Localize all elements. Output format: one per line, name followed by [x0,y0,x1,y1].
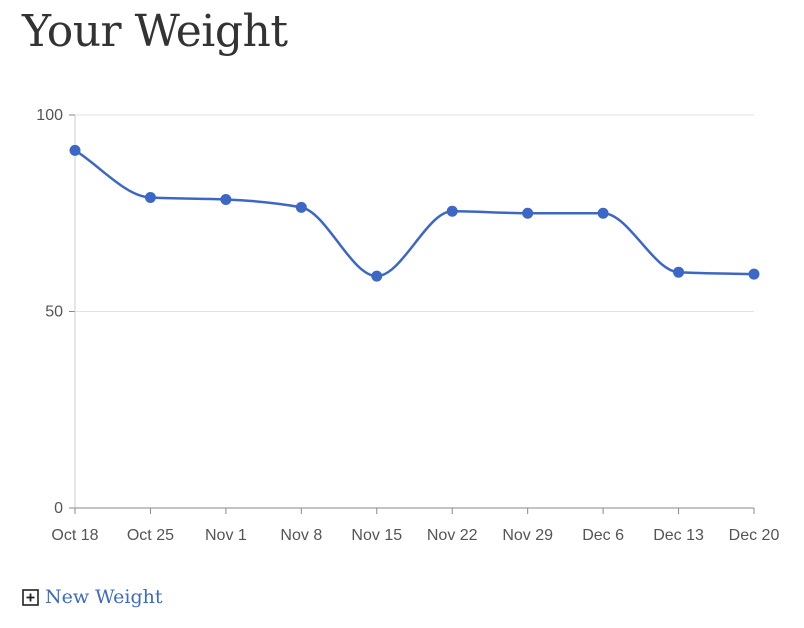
x-tick-label: Nov 15 [351,527,402,544]
data-point[interactable] [295,201,307,213]
data-point[interactable] [371,270,383,282]
x-tick-label: Nov 29 [502,527,553,544]
x-tick-label: Oct 18 [51,527,98,544]
page-title: Your Weight [22,6,288,57]
plus-square-icon [22,588,39,606]
weight-series [74,149,755,278]
axes [69,114,755,514]
x-tick-label: Oct 25 [127,527,174,544]
x-tick-label: Dec 6 [582,527,624,544]
x-tick-label: Dec 20 [729,527,780,544]
x-tick-labels: Oct 18 Oct 25 Nov 1 Nov 8 Nov 15 Nov 22 Nov 29… [51,527,779,544]
data-point[interactable] [597,207,609,219]
data-point[interactable] [446,205,458,217]
data-point[interactable] [673,266,685,278]
data-point[interactable] [220,193,232,205]
x-tick-label: Nov 8 [280,527,322,544]
weight-chart: 0 50 100 Oct 18 Oct 25 Nov 1 Nov 8 Nov 15 Nov 2… [36,107,779,544]
data-point[interactable] [748,268,760,280]
y-tick-labels: 0 50 100 [36,107,63,517]
y-tick-label: 100 [36,107,63,124]
x-tick-label: Dec 13 [653,527,704,544]
x-tick-label: Nov 22 [427,527,478,544]
new-weight-label: New Weight [45,586,163,608]
series-line [74,149,755,278]
weight-points [69,144,760,282]
y-tick-label: 0 [54,500,63,517]
data-point[interactable] [69,144,81,156]
data-point[interactable] [522,207,534,219]
data-point[interactable] [144,192,156,204]
y-tick-label: 50 [45,304,63,321]
x-tick-label: Nov 1 [205,527,247,544]
grid-lines [75,114,754,312]
new-weight-link[interactable]: New Weight [22,586,163,608]
